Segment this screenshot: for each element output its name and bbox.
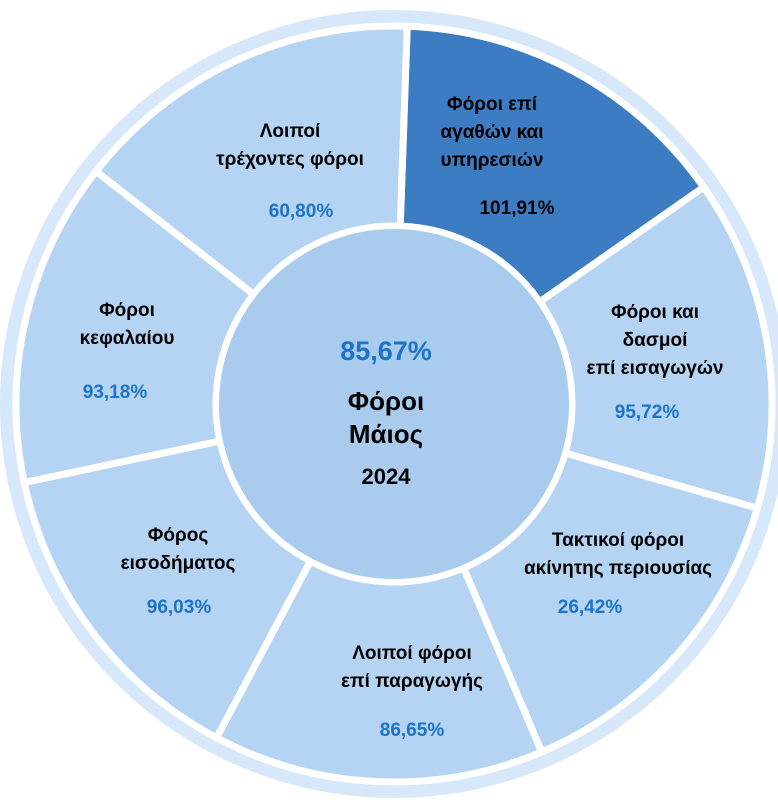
segment-value-production-taxes: 86,65% xyxy=(380,720,444,742)
center-total-value: 85,67% xyxy=(340,336,432,367)
segment-label-import-duties: Φόροι και δασμοί επί εισαγωγών xyxy=(587,299,724,383)
segment-value-goods-services: 101,91% xyxy=(479,198,554,220)
segment-label-property-taxes: Τακτικοί φόροι ακίνητης περιουσίας xyxy=(524,527,712,583)
segment-label-capital-taxes: Φόροι κεφαλαίου xyxy=(80,297,175,353)
segment-value-capital-taxes: 93,18% xyxy=(83,382,147,404)
segment-label-income-tax: Φόρος εισοδήματος xyxy=(121,522,236,578)
segment-label-other-current-taxes: Λοιποί τρέχοντες φόροι xyxy=(216,118,364,174)
segment-value-other-current-taxes: 60,80% xyxy=(269,201,333,223)
center-year: 2024 xyxy=(362,464,411,490)
segment-value-import-duties: 95,72% xyxy=(615,402,679,424)
segment-label-goods-services: Φόροι επί αγαθών και υπηρεσιών xyxy=(440,91,543,175)
segment-label-production-taxes: Λοιποί φόροι επί παραγωγής xyxy=(341,640,483,696)
center-title: Φόροι Μάιος xyxy=(348,385,424,451)
segment-value-income-tax: 96,03% xyxy=(147,597,211,619)
segment-value-property-taxes: 26,42% xyxy=(558,597,622,619)
